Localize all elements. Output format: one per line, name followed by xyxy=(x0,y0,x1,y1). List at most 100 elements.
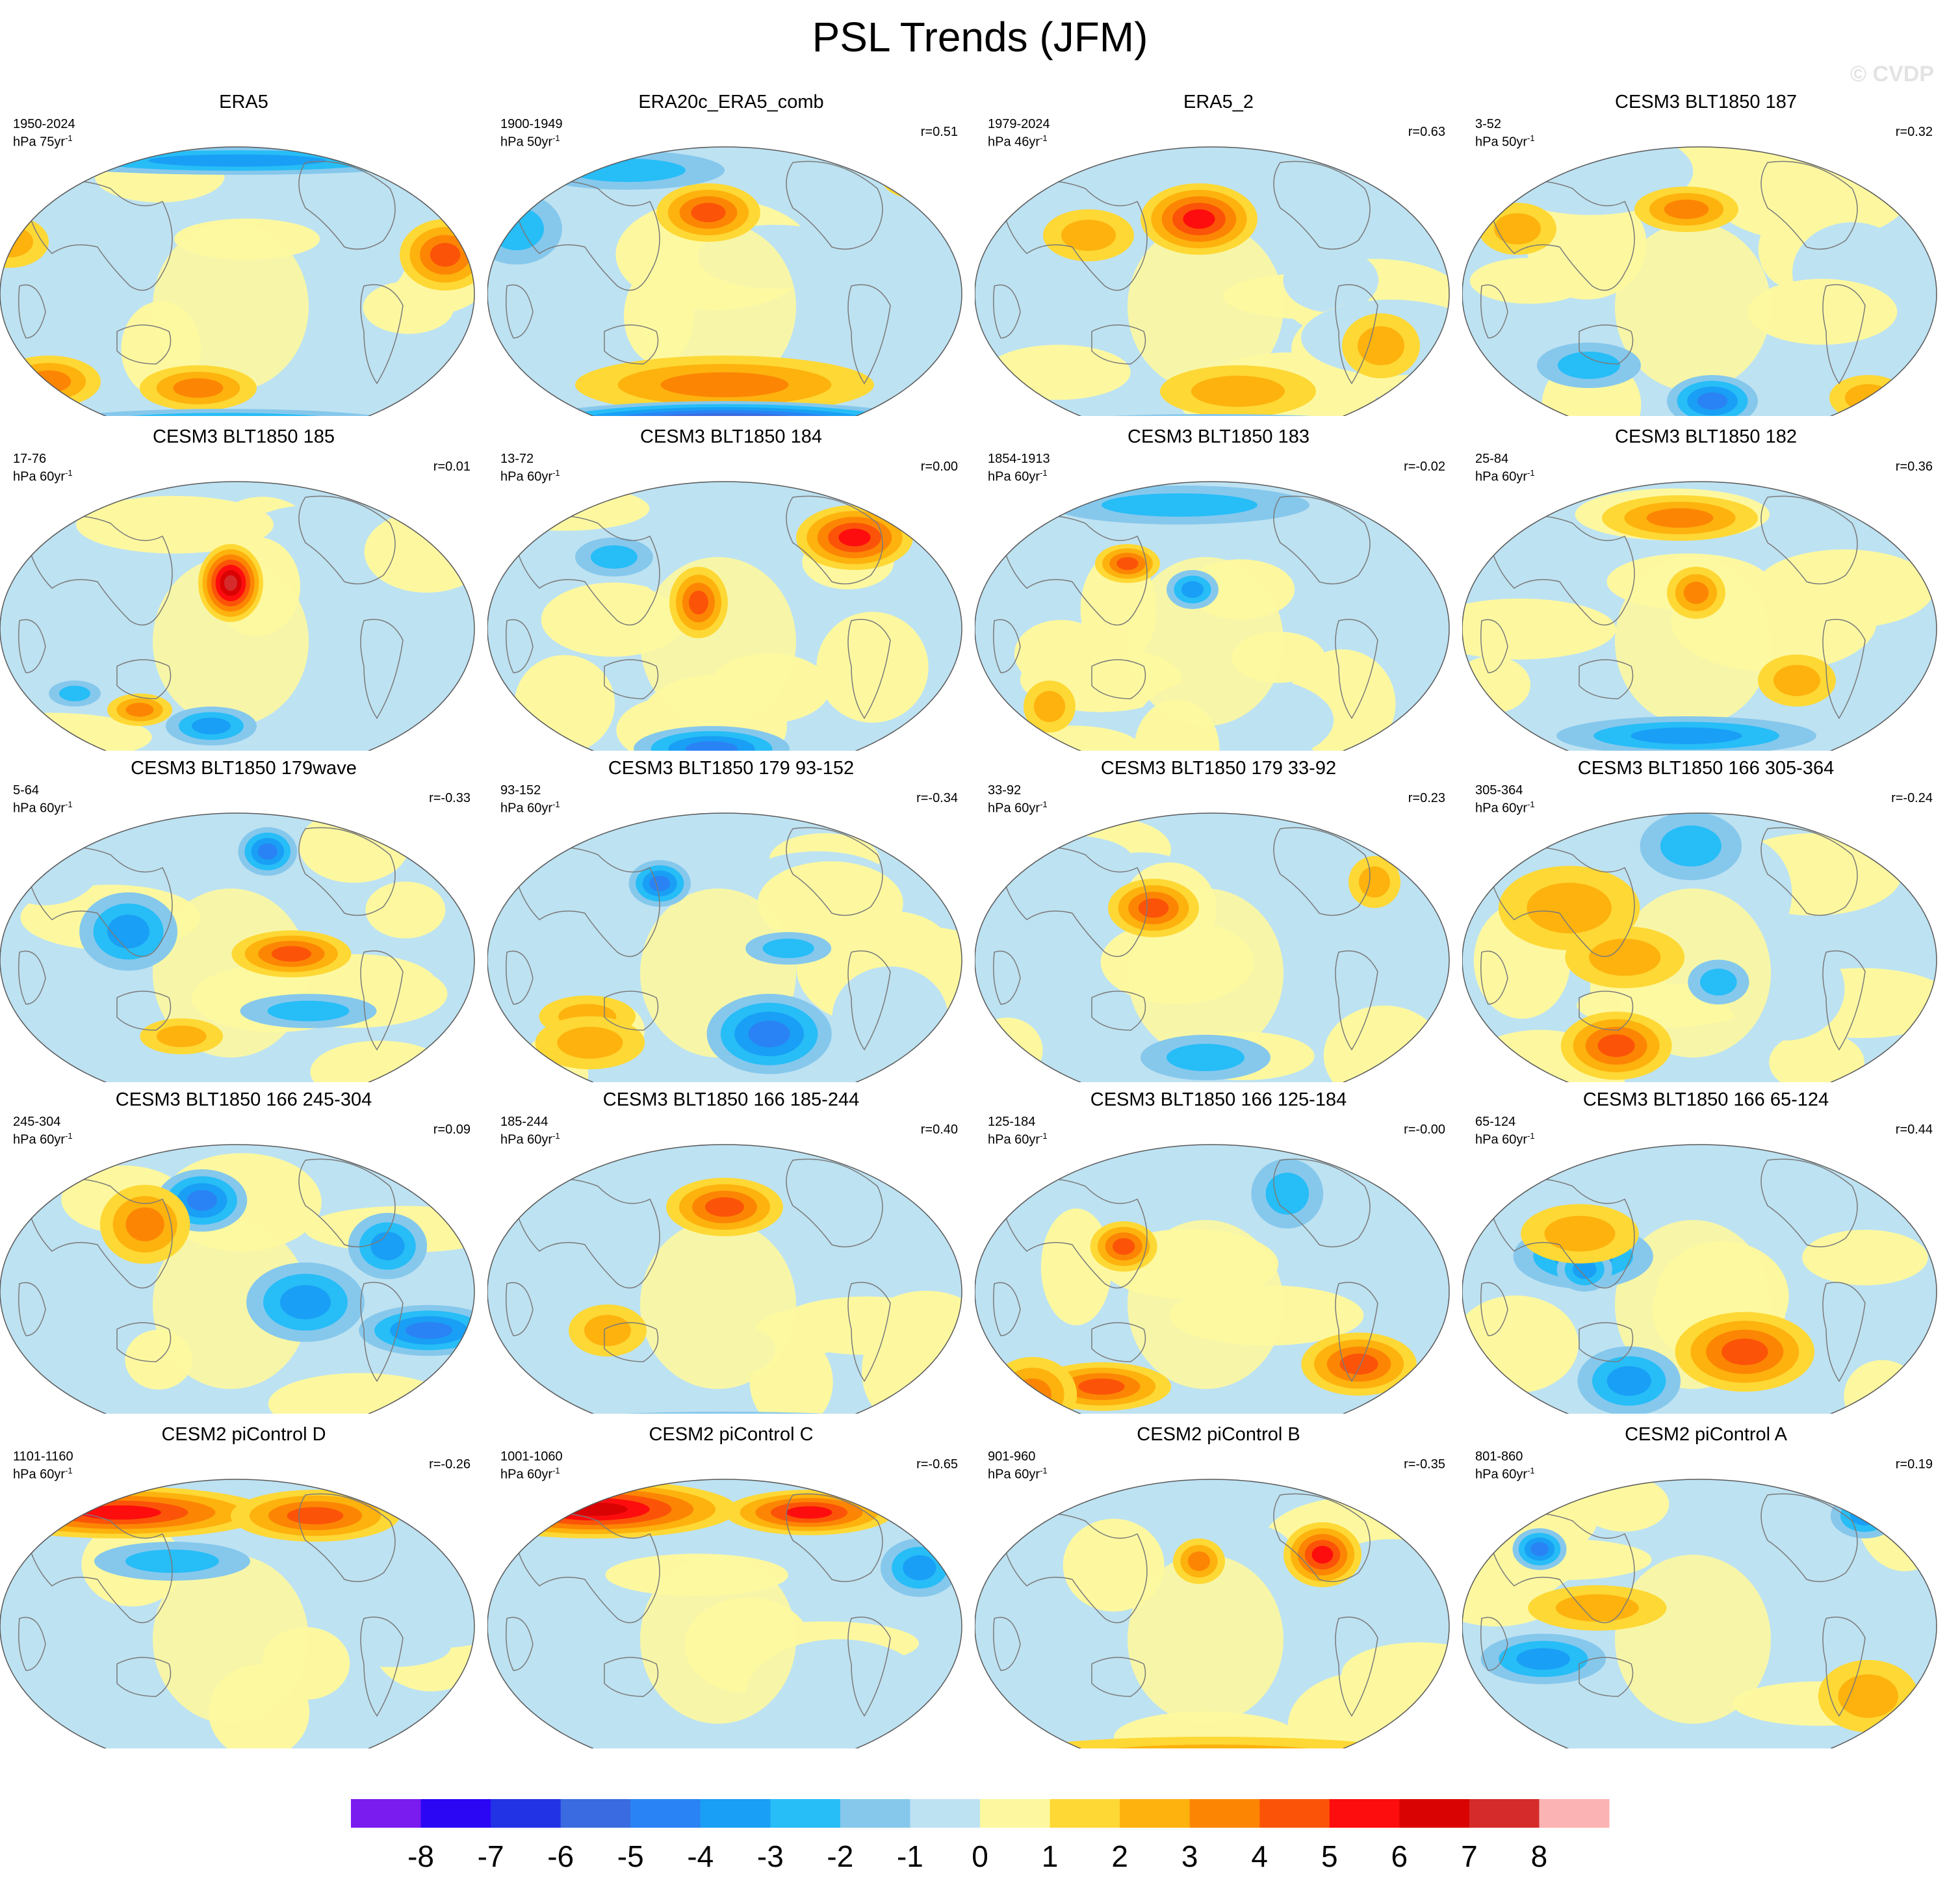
trend-contour xyxy=(691,203,726,222)
coastline xyxy=(604,1657,659,1697)
watermark: © CVDP xyxy=(1850,62,1934,86)
panel-correlation: r=-0.65 xyxy=(916,1457,958,1472)
trend-contour xyxy=(26,370,71,393)
panel-units: hPa 60yr-1 xyxy=(1475,466,1535,484)
colorbar-swatch xyxy=(1259,1799,1330,1828)
map-panel: CESM3 BLT1850 179wave 5-64 hPa 60yr-1 r=-0.… xyxy=(0,757,487,1082)
panel-units: hPa 60yr-1 xyxy=(13,466,73,484)
map-plot xyxy=(487,812,962,1082)
map-panel: CESM3 BLT1850 182 25-84 hPa 60yr-1 r=0.36 xyxy=(1462,426,1950,751)
panel-units: hPa 60yr-1 xyxy=(500,1129,560,1147)
colorbar-swatch xyxy=(1469,1799,1540,1828)
map-border xyxy=(487,146,962,416)
panel-years: 25-84 xyxy=(1475,452,1509,466)
coastline xyxy=(993,284,1021,339)
trend-patch xyxy=(298,813,409,883)
map-border xyxy=(975,146,1450,416)
panel-units-text: hPa 60yr xyxy=(988,469,1040,484)
trend-patch xyxy=(1128,1220,1283,1389)
coastline xyxy=(847,950,891,1051)
panel-units-text: hPa 60yr xyxy=(1475,469,1528,484)
map-border xyxy=(487,812,962,1082)
trend-patch xyxy=(745,1639,932,1748)
trend-contour xyxy=(1181,581,1204,598)
coastline xyxy=(1579,1322,1634,1362)
panel-years: 801-860 xyxy=(1475,1449,1523,1464)
panel-units-text: hPa 60yr xyxy=(988,1467,1040,1482)
panel-title: CESM3 BLT1850 166 245-304 xyxy=(115,1089,372,1110)
coastline xyxy=(1760,827,1858,916)
coastline xyxy=(1480,1616,1508,1671)
panel-title: ERA20c_ERA5_comb xyxy=(638,92,824,112)
coastline xyxy=(513,181,660,291)
panel-title: ERA5 xyxy=(219,92,268,112)
trend-patch xyxy=(1469,257,1590,304)
panel-units-exponent: -1 xyxy=(1527,133,1535,143)
trend-contour xyxy=(1102,493,1257,517)
panel-correlation: r=0.40 xyxy=(920,1122,958,1137)
panel-years: 901-960 xyxy=(988,1449,1036,1464)
trend-contour xyxy=(705,1197,744,1217)
map-panel: ERA20c_ERA5_comb 1900-1949 hPa 50yr-1 r=0.5… xyxy=(487,91,975,416)
trend-patch xyxy=(816,612,929,723)
panel-correlation: r=0.51 xyxy=(920,125,958,139)
panel-units-exponent: -1 xyxy=(1527,1131,1535,1141)
coastline xyxy=(116,991,172,1031)
trend-contour xyxy=(1167,1044,1244,1071)
trend-contour xyxy=(125,1207,164,1241)
map-border xyxy=(487,1479,962,1748)
trend-contour xyxy=(1013,1378,1051,1411)
panel-units-text: hPa 60yr xyxy=(1475,801,1528,816)
trend-patch xyxy=(76,495,274,554)
colorbar-swatch xyxy=(980,1799,1051,1828)
coastline xyxy=(513,1178,660,1289)
trend-contour xyxy=(489,207,544,250)
trend-patch xyxy=(640,1555,796,1724)
trend-contour xyxy=(107,915,149,949)
trend-patch xyxy=(1014,619,1108,688)
trend-contour xyxy=(1700,968,1737,996)
trend-patch xyxy=(153,557,309,726)
panel-correlation: r=0.44 xyxy=(1895,1122,1933,1137)
colorbar-swatch xyxy=(351,1799,422,1828)
trend-patch xyxy=(310,1041,450,1082)
coastline xyxy=(1335,619,1378,720)
panel-units: hPa 60yr-1 xyxy=(500,1464,560,1482)
trend-contour xyxy=(1840,1499,1889,1532)
trend-contour xyxy=(192,718,231,734)
coastline xyxy=(1273,495,1371,585)
panel-units-exponent: -1 xyxy=(1527,468,1535,478)
trend-contour xyxy=(1697,392,1728,410)
map-plot xyxy=(1462,1479,1937,1748)
coastline xyxy=(1091,1657,1146,1697)
coastline xyxy=(847,619,891,720)
map-border xyxy=(0,1479,475,1748)
trend-contour xyxy=(1660,825,1721,867)
trend-contour xyxy=(1183,209,1215,229)
trend-patch xyxy=(365,881,446,939)
trend-contour xyxy=(1646,508,1714,528)
panel-correlation: r=-0.35 xyxy=(1404,1457,1445,1472)
map-panel: ERA5_2 1979-2024 hPa 46yr-1 r=0.63 xyxy=(975,91,1462,416)
panel-units-exponent: -1 xyxy=(552,1131,560,1141)
trend-contour xyxy=(1112,1238,1135,1255)
coastline xyxy=(1579,991,1634,1031)
panel-units: hPa 60yr-1 xyxy=(1475,1464,1535,1482)
trend-contour xyxy=(660,372,789,398)
panel-units-exponent: -1 xyxy=(1040,799,1048,809)
panel-units: hPa 60yr-1 xyxy=(1475,1129,1535,1147)
coastline xyxy=(786,827,883,916)
panel-years: 93-152 xyxy=(500,783,541,798)
trend-contour xyxy=(591,545,638,569)
coastline xyxy=(1091,991,1146,1031)
panel-title: CESM3 BLT1850 166 125-184 xyxy=(1090,1089,1347,1110)
coastline xyxy=(513,847,660,957)
panel-title: CESM2 piControl B xyxy=(1137,1424,1300,1445)
trend-patch xyxy=(268,1373,452,1414)
panel-units-text: hPa 60yr xyxy=(500,1467,553,1482)
trend-patch xyxy=(768,147,858,205)
trend-contour xyxy=(1838,1674,1898,1718)
colorbar-swatch xyxy=(630,1799,701,1828)
coastline xyxy=(25,181,173,291)
colorbar-swatch xyxy=(840,1799,910,1828)
